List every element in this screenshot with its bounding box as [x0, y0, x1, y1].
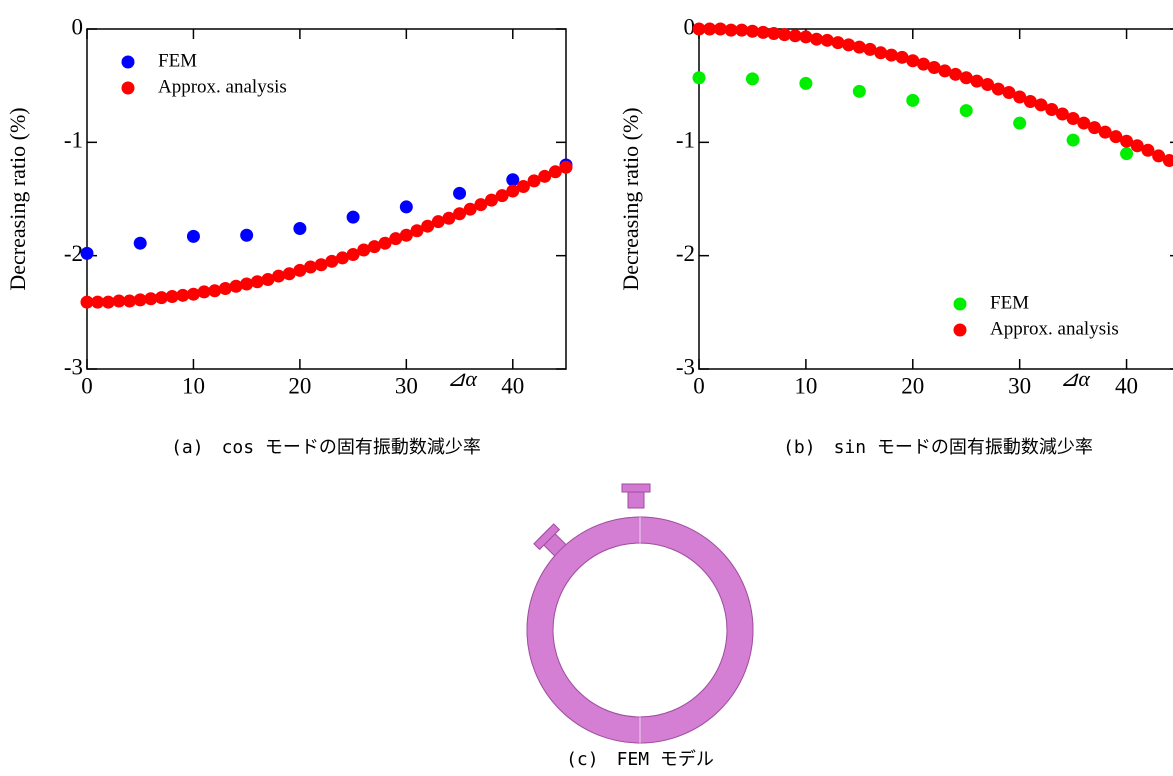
y-axis-title: Decreasing ratio (%) — [5, 107, 30, 290]
data-point — [230, 280, 243, 293]
data-point — [746, 72, 759, 85]
legend-label: Approx. analysis — [158, 76, 287, 97]
legend-marker — [122, 82, 135, 95]
data-point — [240, 229, 253, 242]
data-point — [219, 282, 232, 295]
data-point — [821, 34, 834, 47]
data-point — [693, 71, 706, 84]
data-point — [304, 261, 317, 274]
page: (c) FEM モデル 0-1-2-3010203040Decreasing r… — [0, 0, 1173, 776]
data-point — [272, 270, 285, 283]
x-axis-title: ⊿α — [447, 366, 477, 391]
data-point — [400, 200, 413, 213]
x-tick-label: 0 — [81, 373, 93, 398]
x-tick-label: 40 — [1115, 373, 1138, 398]
data-point — [1120, 147, 1133, 160]
data-point — [960, 104, 973, 117]
x-tick-label: 30 — [1008, 373, 1031, 398]
data-point — [134, 237, 147, 250]
data-point — [453, 187, 466, 200]
data-point — [853, 41, 866, 54]
legend-marker — [122, 56, 135, 69]
y-tick-label: -2 — [64, 241, 83, 266]
data-point — [560, 161, 573, 174]
x-tick-label: 10 — [794, 373, 817, 398]
data-point — [831, 36, 844, 49]
data-point — [799, 77, 812, 90]
data-point — [853, 85, 866, 98]
x-axis-title: ⊿α — [1060, 366, 1090, 391]
chart-caption: (b) sin モードの固有振動数減少率 — [783, 437, 1093, 458]
model-ring-edge — [553, 543, 727, 717]
y-tick-label: -2 — [676, 241, 695, 266]
data-point — [293, 222, 306, 235]
model-caption: (c) FEM モデル — [566, 749, 714, 770]
y-tick-label: -3 — [676, 354, 695, 379]
x-tick-label: 40 — [501, 373, 524, 398]
data-point — [208, 284, 221, 297]
data-point — [799, 30, 812, 43]
legend-label: FEM — [990, 292, 1029, 313]
data-point — [187, 230, 200, 243]
x-tick-label: 30 — [395, 373, 418, 398]
x-tick-label: 20 — [288, 373, 311, 398]
y-axis-title: Decreasing ratio (%) — [618, 107, 643, 290]
y-tick-label: 0 — [72, 14, 84, 39]
legend-label: FEM — [158, 50, 197, 71]
model-tab — [622, 484, 650, 492]
y-tick-label: -3 — [64, 354, 83, 379]
legend-marker — [954, 324, 967, 337]
data-point — [240, 278, 253, 291]
fem-model — [527, 484, 753, 743]
chart: 0-1-2-3010203040Decreasing ratio (%)⊿αFE… — [5, 14, 572, 398]
x-tick-label: 0 — [693, 373, 705, 398]
data-point — [874, 46, 887, 59]
y-tick-label: -1 — [676, 128, 695, 153]
y-tick-label: -1 — [64, 128, 83, 153]
data-point — [1013, 117, 1026, 130]
data-point — [885, 49, 898, 62]
data-point — [81, 247, 94, 260]
data-point — [347, 211, 360, 224]
x-tick-label: 20 — [901, 373, 924, 398]
data-point — [842, 38, 855, 51]
data-point — [187, 288, 200, 301]
data-point — [1067, 134, 1080, 147]
figure: (c) FEM モデル 0-1-2-3010203040Decreasing r… — [0, 0, 1173, 776]
legend-marker — [954, 298, 967, 311]
data-point — [251, 275, 264, 288]
model-ring — [540, 530, 740, 730]
legend-label: Approx. analysis — [990, 318, 1119, 339]
chart-caption: (a) cos モードの固有振動数減少率 — [171, 437, 481, 458]
data-point — [906, 94, 919, 107]
x-tick-label: 10 — [182, 373, 205, 398]
